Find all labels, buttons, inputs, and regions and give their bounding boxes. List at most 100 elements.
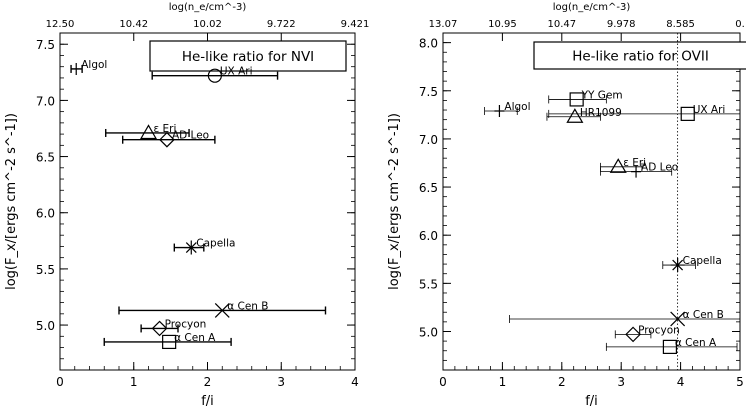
marker-plus [71, 62, 82, 75]
x-tick-label: 0 [439, 375, 447, 389]
data-point-cen-b: α Cen B [509, 309, 740, 327]
data-point-cen-a: α Cen A [605, 337, 738, 354]
data-point-ad-leo: AD Leo [600, 162, 678, 178]
point-label: AD Leo [641, 162, 678, 174]
marker-square [569, 92, 584, 107]
x-tick-label: 4 [351, 375, 359, 389]
point-label: Capella [196, 238, 235, 250]
marker-x [670, 311, 686, 327]
legend-box [533, 41, 746, 70]
marker-circle [207, 68, 222, 83]
x-tick-label: 4 [677, 375, 685, 389]
top-tick-label: 12.50 [46, 19, 75, 30]
marker-square [162, 334, 177, 350]
point-label: Algol [504, 101, 530, 113]
marker-square [680, 106, 695, 121]
top-tick-label: 10.02 [193, 19, 222, 30]
y-tick-label: 6.0 [36, 207, 55, 221]
top-tick-label: 9.421 [341, 19, 370, 30]
y-tick-label: 7.0 [419, 133, 438, 147]
y-tick-label: 5.0 [419, 325, 438, 339]
data-point-ux-ari: UX Ari [151, 66, 279, 83]
marker-diamond [625, 326, 641, 343]
marker-triangle [566, 108, 584, 123]
data-point-capella: Capella [173, 238, 235, 255]
top-tick-label: 10.47 [547, 19, 576, 30]
y-tick-label: 6.5 [419, 181, 438, 195]
y-tick-label: 6.5 [36, 151, 55, 165]
top-tick-label: 8.585 [666, 19, 695, 30]
legend-box [149, 40, 347, 72]
data-point-procyon: Procyon [140, 318, 207, 337]
y-tick-label: 5.0 [36, 319, 55, 333]
data-point-algol: Algol [484, 101, 531, 117]
legend-text: He-like ratio for NVI [182, 49, 314, 65]
point-label: HR1099 [580, 107, 622, 119]
point-label: UX Ari [220, 66, 253, 78]
point-label: Procyon [638, 324, 680, 336]
x-axis-label: f/i [585, 394, 598, 409]
point-label: Algol [81, 59, 107, 71]
marker-diamond [151, 320, 168, 337]
y-tick-label: 5.5 [419, 277, 438, 291]
top-axis-label: log(n_e/cm^-3) [553, 2, 631, 13]
top-tick-label: 9.978 [607, 19, 636, 30]
top-tick-label: 10.95 [488, 19, 517, 30]
data-point-procyon: Procyon [614, 324, 680, 343]
point-label: ε Eri [154, 123, 177, 135]
chart-panel-2: 0 1 2 3 4 5 5.0 5.5 6.0 6.5 7.0 7.5 8.0 13.07 10.95 10.… [387, 2, 746, 409]
data-point-hr1099: HR1099 [546, 107, 622, 123]
plot-frame [59, 32, 356, 371]
y-tick-label: 7.5 [36, 38, 55, 52]
y-axis-label: log(F_x/[ergs cm^-2 s^-1]) [387, 113, 402, 290]
x-tick-label: 0 [56, 375, 64, 389]
x-tick-label: 1 [499, 375, 507, 389]
x-tick-label: 2 [558, 375, 566, 389]
plot-frame [442, 32, 741, 371]
data-point-cen-a: α Cen A [103, 332, 232, 350]
point-label: Procyon [165, 318, 207, 330]
point-label: α Cen B [683, 309, 724, 321]
top-axis-label: log(n_e/cm^-3) [169, 2, 247, 13]
point-label: ε Eri [623, 157, 646, 169]
marker-plus [631, 165, 642, 178]
data-point-yy-gem: YY Gem [548, 89, 623, 107]
chart-panel-1: 0 1 2 3 4 5.0 5.5 6.0 6.5 7.0 7.5 12.50 10.42 10.02 9.… [4, 2, 369, 409]
marker-asterisk [670, 258, 685, 273]
y-tick-label: 7.5 [419, 85, 438, 99]
top-tick-label: 13.07 [429, 19, 458, 30]
point-label: α Cen B [227, 300, 268, 312]
data-point-ad-leo: AD Leo [121, 130, 216, 148]
y-tick-label: 6.0 [419, 229, 438, 243]
point-label: Capella [683, 255, 722, 267]
top-tick-label: 9.722 [267, 19, 296, 30]
marker-diamond [159, 131, 175, 148]
marker-x [214, 303, 230, 318]
top-tick-label: 10.42 [119, 19, 148, 30]
top-tick-label: 0. [735, 19, 745, 30]
point-label: α Cen A [675, 337, 717, 349]
data-point-eri: ε Eri [105, 123, 190, 140]
data-point-algol: Algol [70, 59, 107, 75]
point-label: UX Ari [693, 104, 726, 116]
x-axis-label: f/i [201, 394, 214, 409]
y-tick-label: 5.5 [36, 263, 55, 277]
x-tick-label: 3 [277, 375, 285, 389]
x-tick-label: 5 [736, 375, 744, 389]
data-point-cen-b: α Cen B [118, 300, 327, 318]
marker-plus [494, 104, 505, 117]
marker-triangle [609, 158, 627, 173]
x-tick-label: 3 [617, 375, 625, 389]
data-point-eri: ε Eri [600, 157, 646, 173]
point-label: AD Leo [172, 130, 209, 142]
data-point-capella: Capella [662, 255, 722, 273]
y-tick-label: 7.0 [36, 94, 55, 108]
marker-square [662, 339, 678, 354]
point-label: α Cen A [174, 332, 216, 344]
marker-triangle [139, 124, 158, 140]
y-axis-label: log(F_x/[ergs cm^-2 s^-1]) [4, 113, 19, 290]
legend-text: He-like ratio for OVII [572, 49, 709, 65]
data-point-ux-ari: UX Ari [548, 104, 740, 121]
point-label: YY Gem [581, 89, 623, 101]
